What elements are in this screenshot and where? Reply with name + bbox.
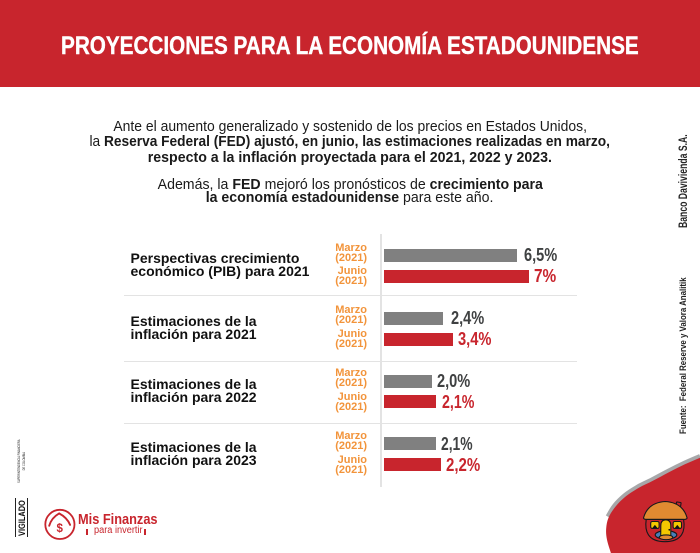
svg-text:$: $ [56, 523, 63, 535]
